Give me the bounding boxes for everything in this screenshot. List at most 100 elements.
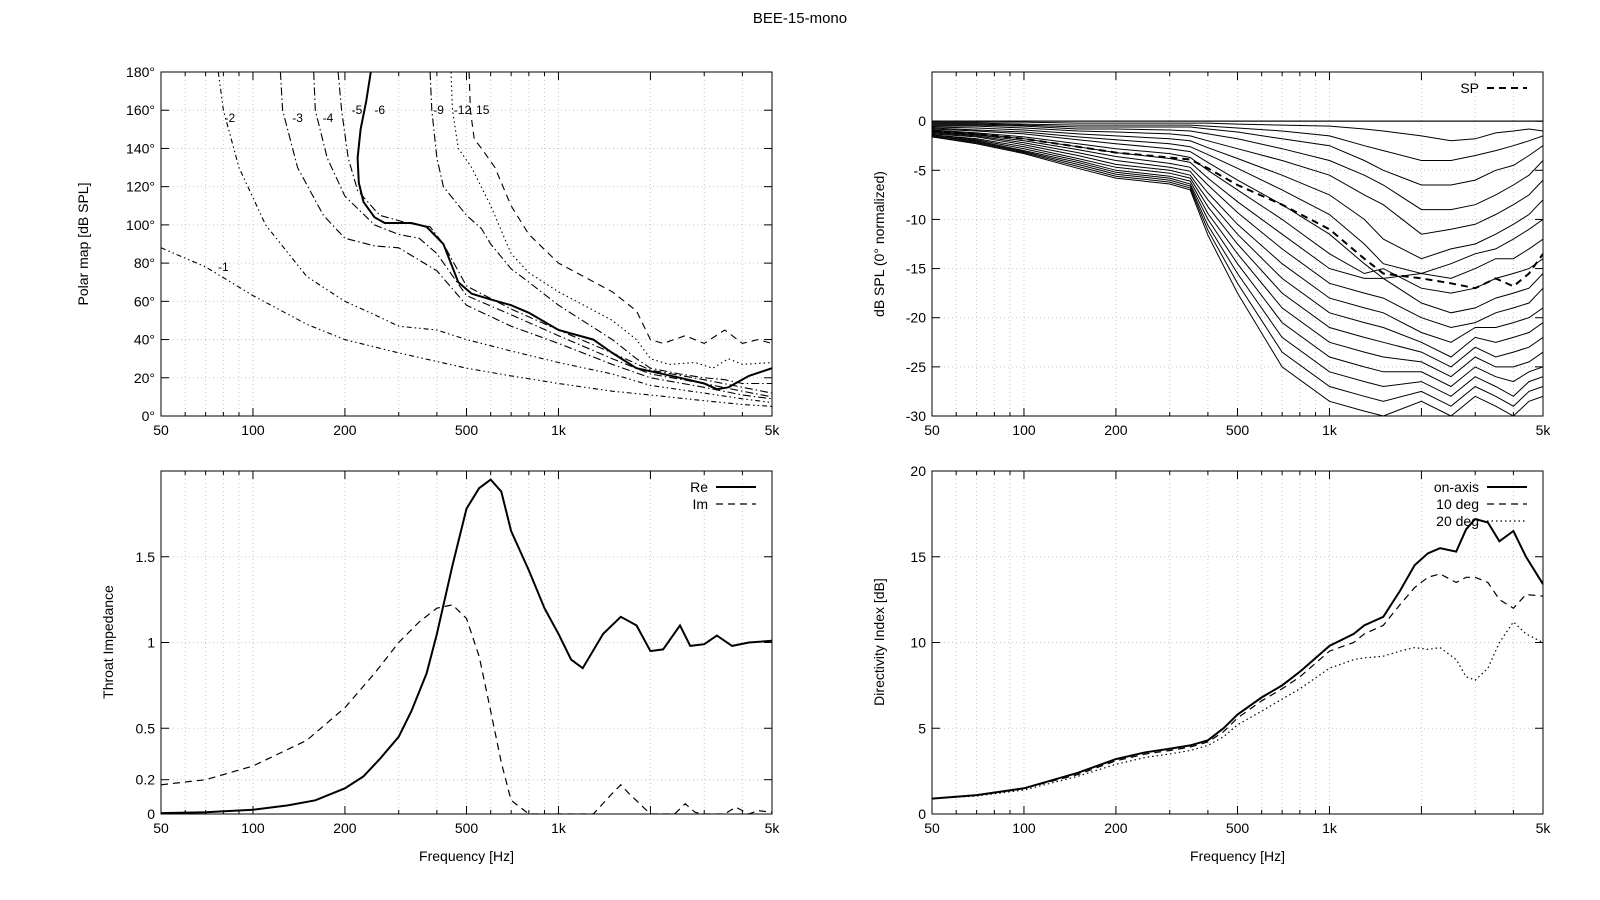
contour-label: 15: [476, 103, 490, 117]
x-tick-label: 5k: [1536, 820, 1552, 836]
chart-title: BEE-15-mono: [753, 10, 847, 27]
contour-label: -1: [218, 260, 229, 274]
series-line-10-deg: [932, 573, 1543, 800]
y-tick-label: 0: [918, 113, 926, 129]
series-line-3: [279, 72, 772, 400]
series-line-12: [450, 72, 772, 369]
polar-angle-curve: [932, 134, 1543, 378]
plot-area: [932, 517, 1543, 800]
x-tick-label: 500: [1226, 820, 1250, 836]
y-tick-label: 140°: [126, 140, 155, 156]
x-tick-label: 500: [1226, 422, 1250, 438]
polar-angle-curve: [932, 135, 1543, 397]
y-axis-label: dB SPL (0° normalized): [871, 171, 887, 317]
contour-label: -4: [323, 111, 334, 125]
series-line-on-axis: [932, 517, 1543, 800]
y-tick-label: 5: [918, 720, 926, 736]
polar-angle-curve: [932, 133, 1543, 358]
polar-angle-curve: [932, 127, 1543, 275]
polar-angle-curve: [932, 121, 1543, 142]
polar-angle-curve: [932, 131, 1543, 329]
grid: [161, 72, 772, 416]
x-tick-label: 200: [333, 422, 357, 438]
x-tick-label: 1k: [551, 422, 567, 438]
series-line-4: [313, 72, 772, 398]
series-line-6: [356, 72, 772, 391]
y-tick-label: -25: [906, 359, 926, 375]
polar-angle-curve: [932, 130, 1543, 314]
x-tick-label: 50: [924, 422, 940, 438]
plot-area: [932, 120, 1543, 416]
polar-angle-curve: [932, 136, 1543, 416]
y-tick-label: 180°: [126, 64, 155, 80]
x-tick-label: 50: [153, 820, 169, 836]
polar-angle-curve: [932, 122, 1543, 161]
y-tick-label: 20°: [134, 370, 155, 386]
polar-angle-curve: [932, 136, 1543, 407]
x-tick-label: 100: [1012, 820, 1036, 836]
polar-angle-curve: [932, 128, 1543, 279]
y-tick-label: -30: [906, 408, 926, 424]
y-tick-label: 40°: [134, 332, 155, 348]
x-tick-label: 200: [1104, 422, 1128, 438]
y-tick-label: 10: [910, 635, 926, 651]
x-tick-label: 200: [1104, 820, 1128, 836]
y-tick-label: 0.2: [136, 772, 156, 788]
contour-label: -2: [224, 111, 235, 125]
panel-polar-map: -1 -2 -3 -4 -5 -6 -9 -12 15 50 100 200 500 1k 5k 0° 20° 4…: [75, 64, 780, 438]
series-line-im: [161, 604, 772, 814]
x-tick-label: 100: [241, 422, 265, 438]
x-tick-label: 5k: [1536, 422, 1552, 438]
polar-angle-curve: [932, 132, 1543, 343]
x-axis-label: Frequency [Hz]: [419, 848, 514, 864]
polar-angle-curve: [932, 125, 1543, 235]
y-tick-label: 0: [147, 806, 155, 822]
panel-directivity-index: 50 100 200 500 1k 5k 0 5 10 15 20 Directivity Index…: [871, 463, 1551, 864]
y-tick-label: 20: [910, 463, 926, 479]
y-tick-label: 100°: [126, 217, 155, 233]
legend-label-im: Im: [692, 496, 708, 512]
y-tick-label: -5: [914, 162, 927, 178]
y-tick-label: 0: [918, 806, 926, 822]
x-tick-label: 1k: [1322, 820, 1338, 836]
contour-label: -3: [292, 111, 303, 125]
y-tick-label: 1: [147, 635, 155, 651]
polar-angle-curve: [932, 126, 1543, 260]
contour-label: -12: [454, 103, 472, 117]
panel-normalized-spl: 50 100 200 500 1k 5k 0 -5 -10 -15 -20 -25 -30 dB SPL …: [871, 71, 1552, 438]
polar-angle-curve: [932, 124, 1543, 211]
series-line-re: [161, 478, 772, 814]
plot-frame: [160, 470, 773, 815]
y-tick-label: 1.5: [136, 549, 156, 565]
y-tick-label: 120°: [126, 179, 155, 195]
polar-angle-curve: [932, 134, 1543, 368]
legend-label-sp: SP: [1460, 80, 1479, 96]
series-line-9: [429, 72, 772, 385]
x-axis-label: Frequency [Hz]: [1190, 848, 1285, 864]
y-tick-label: 0°: [142, 408, 155, 424]
x-tick-label: 50: [153, 422, 169, 438]
plot-area: [161, 72, 772, 407]
y-tick-label: -20: [906, 310, 926, 326]
x-tick-label: 500: [455, 820, 479, 836]
series-line-2: [217, 72, 772, 404]
legend-label-re: Re: [690, 479, 708, 495]
legend: SP: [1460, 80, 1527, 96]
contour-label: -9: [433, 103, 444, 117]
contour-label: -5: [352, 103, 363, 117]
x-tick-label: 1k: [551, 820, 567, 836]
series-line-1: [161, 247, 772, 407]
x-tick-label: 5k: [765, 422, 781, 438]
grid: [161, 471, 772, 814]
x-tick-label: 100: [1012, 422, 1036, 438]
series-line-20-deg: [932, 620, 1543, 800]
contour-label: -6: [374, 103, 385, 117]
legend-label-20-deg: 20 deg: [1436, 513, 1479, 529]
y-tick-label: -15: [906, 261, 926, 277]
x-tick-label: 5k: [765, 820, 781, 836]
x-tick-label: 100: [241, 820, 265, 836]
x-tick-label: 500: [455, 422, 479, 438]
y-tick-label: -10: [906, 211, 926, 227]
